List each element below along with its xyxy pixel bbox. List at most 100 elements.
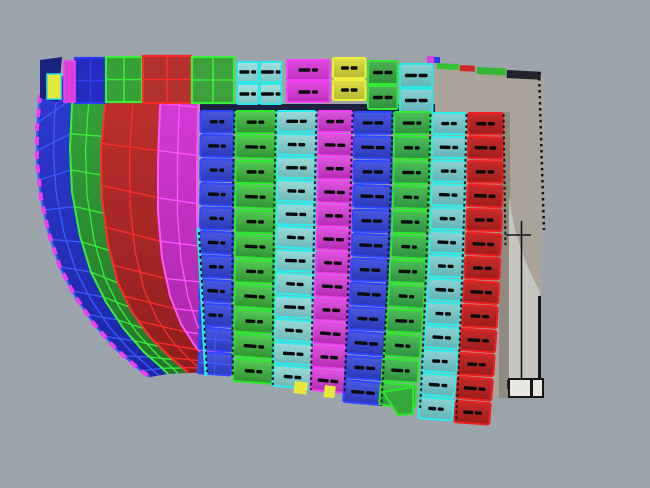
plate-label (260, 70, 281, 74)
plate-label (354, 365, 376, 371)
plate-label (209, 120, 225, 124)
plate-label (326, 119, 344, 124)
labeled-plate-group (286, 59, 331, 103)
plate-label (428, 406, 444, 411)
plate-label (400, 220, 420, 224)
bilge-wedge-plate[interactable] (381, 385, 414, 417)
plate-label (245, 145, 266, 149)
plate-label (245, 269, 264, 274)
sheer-strake-row (40, 54, 440, 113)
plate-column-blue (342, 111, 394, 406)
plate-label (476, 122, 495, 126)
plate-label (404, 145, 420, 150)
hull-plate[interactable] (353, 111, 393, 135)
plate-label (391, 368, 410, 373)
labeled-plate-group (236, 61, 283, 105)
hull-plate[interactable] (312, 297, 350, 323)
hull-plate[interactable] (349, 257, 391, 283)
deck-edge-sliver (476, 67, 506, 76)
plate-label (435, 311, 452, 316)
plate-label (286, 281, 304, 287)
centerline-panel (509, 196, 540, 393)
hull-plate[interactable] (352, 159, 393, 185)
plate-label (285, 328, 303, 333)
plate-label (467, 338, 489, 343)
plate-label (432, 335, 452, 340)
plate-label (463, 410, 482, 415)
plate-column-green (231, 110, 277, 385)
hull-plate[interactable] (314, 250, 352, 276)
plate-label (286, 166, 307, 170)
plate-label (361, 219, 382, 223)
plate-label (372, 70, 393, 75)
plate-label (401, 244, 417, 249)
plate-label (260, 92, 281, 96)
plate-label (244, 369, 263, 374)
plate-label (439, 216, 456, 221)
plate-label (395, 318, 414, 324)
plate-seam-label-marks (380, 113, 394, 407)
plate-label (467, 362, 486, 367)
plate-label (243, 343, 265, 349)
plate-label (474, 145, 497, 150)
plate-label (428, 382, 448, 388)
plate-label (322, 308, 341, 313)
plate-label (359, 243, 383, 248)
plate-label (463, 386, 486, 392)
plate-label (440, 169, 457, 173)
hull-plate[interactable] (344, 354, 386, 381)
plate-label (362, 121, 384, 125)
plate-label (208, 144, 226, 148)
hull-plate[interactable] (351, 208, 392, 234)
labeled-plate-group (367, 60, 399, 110)
gridded-plate[interactable] (190, 55, 236, 105)
plate-label (340, 66, 358, 70)
plate-label (246, 219, 264, 224)
plate-label (357, 292, 381, 297)
gridded-plate[interactable] (73, 56, 108, 105)
plate-label (340, 88, 358, 92)
plate-label (207, 240, 226, 245)
plate-label (404, 98, 428, 103)
gridded-plate[interactable] (141, 54, 193, 105)
plate-label (398, 269, 418, 274)
hull-plate[interactable] (347, 306, 389, 332)
transom-edge-marks (537, 71, 546, 231)
plate-label (287, 189, 306, 194)
plate-label (398, 294, 415, 299)
hull-plate[interactable] (332, 57, 367, 79)
plate-label (325, 166, 344, 171)
plate-label (245, 194, 266, 199)
plate-label (354, 340, 379, 346)
labeled-plate-group (332, 57, 367, 101)
hull-plate[interactable] (310, 344, 348, 370)
plate-label (441, 121, 457, 126)
gridded-plate[interactable] (104, 55, 144, 104)
plate-label (245, 319, 264, 324)
plate-label (208, 192, 226, 197)
plate-label (286, 119, 307, 124)
plate-label (208, 313, 224, 318)
plate-seam-label-marks (419, 113, 432, 410)
plate-label (209, 168, 225, 172)
deck-edge-sliver (436, 63, 459, 71)
plate-label (239, 70, 257, 74)
hull-plate[interactable] (316, 156, 353, 181)
plate-label (474, 218, 494, 222)
hull-plate[interactable] (332, 79, 367, 101)
hull-plate[interactable] (317, 110, 353, 133)
transom-opening-outline (531, 378, 544, 398)
plate-seam-label-marks (343, 113, 354, 395)
keel-sliver-plate (293, 380, 308, 395)
plate-label (360, 194, 385, 199)
plate-label (246, 170, 265, 174)
plate-label (208, 264, 224, 269)
deck-edge-sliver (459, 64, 475, 72)
hull-plate[interactable] (315, 203, 353, 228)
edge-sliver-plate (434, 57, 440, 63)
plate-label (324, 261, 342, 265)
plate-label (404, 73, 428, 78)
plate-seam-label-marks (271, 113, 278, 386)
